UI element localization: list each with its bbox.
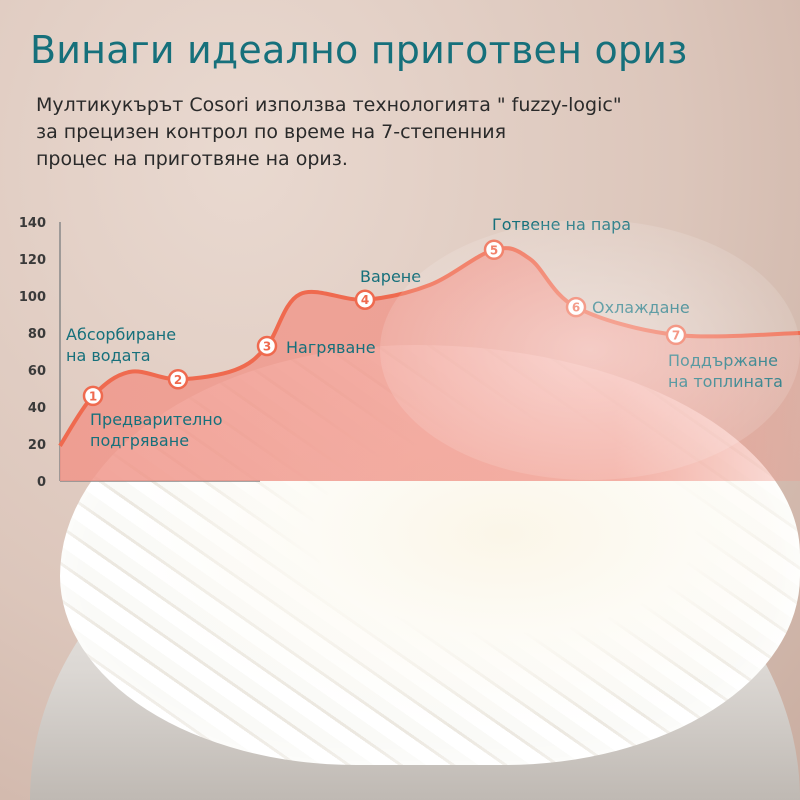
stage-label: на топлината [668,372,783,391]
y-tick-label: 0 [37,475,46,490]
subtitle-line: Мултикукърът Cosori използва технологият… [36,94,622,116]
y-tick-label: 60 [28,364,46,379]
stage-number: 4 [361,293,369,307]
stage-label: подгряване [90,431,189,450]
stage-label: Нагряване [286,338,376,357]
stage-number: 6 [572,301,580,315]
y-tick-label: 20 [28,438,46,453]
stage-marker [565,296,587,318]
stage-marker [665,324,687,346]
y-tick-label: 40 [28,401,46,416]
stage-number: 5 [490,243,498,257]
stage-number: 7 [672,328,680,342]
steam [380,220,800,480]
stage-label: Абсорбиране [66,325,176,344]
subtitle-line: за прецизен контрол по време на 7-степен… [36,121,507,143]
stage-label: Варене [360,267,421,286]
stage-label: Предварително [90,410,223,429]
stage-marker [354,289,376,310]
stage-label: Охлаждане [592,298,690,317]
stage-marker [82,385,104,407]
stage-number: 2 [174,373,182,387]
y-tick-label: 80 [28,327,46,342]
stage-label: Поддържане [668,351,778,370]
subtitle-line: процес на приготвяне на ориз. [36,148,348,170]
y-tick-label: 120 [19,253,46,268]
stage-marker [256,335,278,357]
stage-label: на водата [66,346,151,365]
stage-label: Готвене на пара [492,215,631,234]
stage-marker [167,369,189,390]
stage-number: 1 [89,389,97,403]
curve-fill [60,248,800,481]
stage-number: 3 [263,339,271,353]
stage-marker [483,239,505,260]
y-tick-label: 140 [19,216,46,231]
subtitle: Мултикукърът Cosori използва технологият… [36,92,756,173]
page-title: Винаги идеално приготвен ориз [30,28,688,72]
y-tick-label: 100 [19,290,46,305]
